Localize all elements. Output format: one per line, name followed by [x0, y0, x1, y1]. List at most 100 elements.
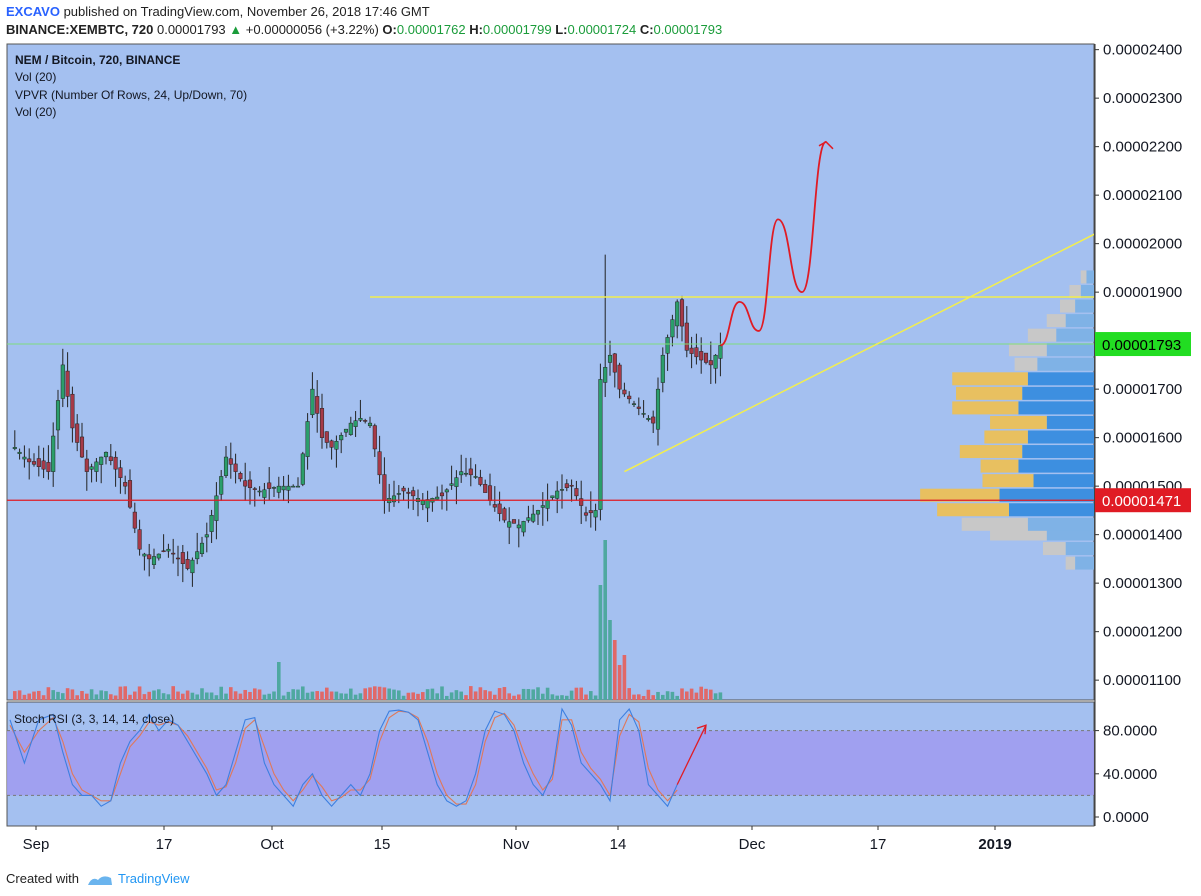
vpvr-up-row [1018, 459, 1094, 473]
volume-bar [377, 686, 382, 700]
legend-volume[interactable]: Vol (20) [15, 70, 57, 84]
vpvr-down-row [959, 445, 1023, 459]
volume-bar [469, 686, 473, 700]
candle-body [559, 489, 565, 491]
volume-bar [488, 691, 492, 700]
candle-body [689, 347, 694, 354]
candle-body [214, 495, 219, 521]
volume-bar [267, 693, 271, 700]
legend-volume-2[interactable]: Vol (20) [15, 105, 57, 119]
candle-body [281, 485, 286, 491]
volume-bar [262, 694, 267, 700]
candle-body [305, 421, 310, 457]
candle-body [636, 406, 641, 409]
candle-body [271, 487, 277, 489]
volume-bar [219, 686, 223, 700]
volume-bar [397, 690, 401, 700]
legend-stoch-rsi[interactable]: Stoch RSI (3, 3, 14, 14, close) [14, 712, 175, 726]
chart-title[interactable]: NEM / Bitcoin, 720, BINANCE [15, 53, 181, 67]
candle-body [540, 505, 545, 508]
candle-body [89, 466, 94, 470]
candle-body [655, 388, 661, 430]
legend-vpvr[interactable]: VPVR (Number Of Rows, 24, Up/Down, 70) [15, 88, 248, 102]
volume-bar [709, 689, 713, 700]
candle-body [113, 456, 118, 470]
candle-body [185, 559, 190, 569]
candle-body [118, 467, 123, 478]
y-tick-label: 0.00001200 [1103, 624, 1182, 641]
candle-body [46, 462, 51, 472]
candle-body [665, 337, 670, 354]
volume-bar [61, 693, 65, 700]
candle-body [151, 556, 157, 565]
candle-body [219, 476, 224, 495]
candle-body [257, 490, 262, 493]
volume-bar [373, 686, 377, 700]
volume-bar [454, 690, 459, 700]
vpvr-up-row [1075, 299, 1094, 313]
vpvr-up-row [1037, 357, 1094, 371]
candle-body [617, 364, 622, 390]
candle-body [684, 322, 689, 351]
volume-bar [608, 620, 612, 700]
vpvr-down-row [937, 503, 1009, 517]
candle-body [646, 418, 651, 420]
volume-bar [689, 688, 694, 700]
volume-bar [646, 689, 651, 700]
volume-bar [521, 688, 526, 700]
vpvr-up-row [1027, 517, 1094, 531]
volume-bar [641, 695, 646, 700]
candle-body [511, 519, 517, 524]
candle-body [70, 393, 75, 429]
candle-body [108, 456, 113, 461]
volume-bar [713, 693, 718, 700]
author-link[interactable]: EXCAVO [6, 4, 60, 19]
volume-bar [699, 686, 703, 700]
volume-bar [133, 691, 137, 700]
candle-body [411, 490, 416, 497]
y-tick-label: 0.00002100 [1103, 187, 1182, 204]
volume-bar [89, 689, 94, 700]
volume-bar [296, 689, 300, 700]
y-tick-label: 0.00001600 [1103, 430, 1182, 447]
volume-bar [406, 692, 411, 700]
vpvr-up-row [1065, 542, 1094, 556]
volume-bar [387, 688, 391, 700]
candle-body [497, 503, 502, 514]
volume-bar [435, 693, 439, 700]
volume-bar [305, 692, 310, 700]
volume-bar [152, 690, 156, 700]
candle-body [334, 441, 339, 450]
candle-body [223, 456, 229, 476]
candle-body [478, 476, 483, 485]
volume-bar [51, 690, 55, 700]
x-tick-label: Nov [503, 836, 530, 853]
y-tick-label: 0.00001100 [1103, 672, 1181, 689]
volume-bar [27, 693, 31, 700]
volume-bar [363, 688, 367, 700]
tradingview-logo-icon [87, 875, 112, 885]
vpvr-down-row [1042, 542, 1066, 556]
candle-body [127, 480, 133, 508]
volume-bar [22, 694, 27, 700]
vpvr-up-row [1027, 430, 1094, 444]
volume-bar [238, 693, 243, 700]
volume-bar [209, 692, 214, 700]
tradingview-link[interactable]: TradingView [118, 871, 190, 886]
volume-bar [349, 688, 353, 700]
support-price-label: 0.00001471 [1095, 488, 1191, 513]
candle-body [372, 425, 377, 450]
candle-body [103, 451, 109, 458]
forecast-curve [719, 140, 827, 347]
candle-body [300, 453, 305, 485]
candle-body [199, 542, 205, 555]
volume-bar [445, 695, 449, 700]
candle-body [132, 511, 137, 529]
x-tick-label: 15 [374, 836, 391, 853]
candle-body [377, 451, 382, 476]
y-tick-label: 0.00002000 [1103, 236, 1182, 253]
candle-body [492, 504, 497, 508]
candle-body [593, 510, 598, 518]
stoch-arrow-head-icon [696, 724, 707, 735]
